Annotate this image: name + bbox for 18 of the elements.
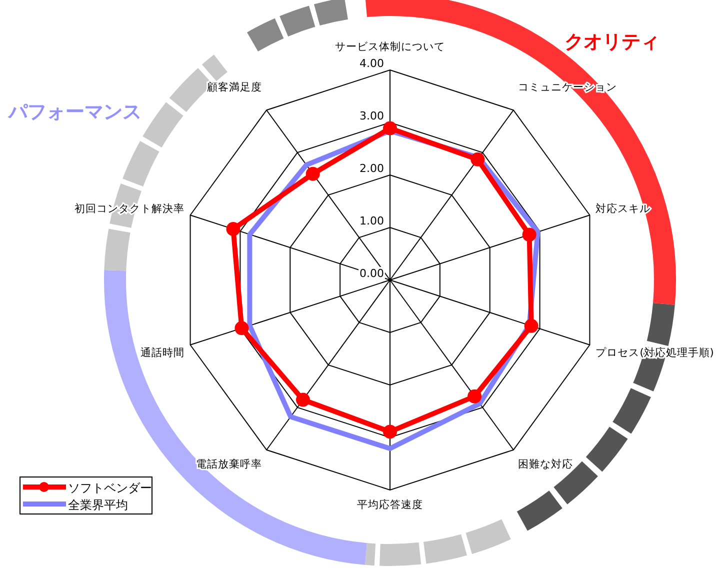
y-tick-label: 3.00 (360, 110, 384, 122)
y-tick-label: 1.00 (360, 214, 384, 228)
y-tick-label: 2.00 (360, 162, 384, 175)
spoke-label: コミュニケーション (518, 82, 617, 94)
spoke-label: 初回コンタクト解決率 (74, 202, 184, 215)
text: クオリティ (564, 31, 660, 53)
spoke-label: 平均応答速度 (357, 498, 423, 512)
spoke-label: 通話時間 (140, 346, 184, 360)
y-tick-label: 4.00 (360, 57, 384, 70)
legend-label: ソフトベンダー (68, 481, 152, 495)
spoke-label: プロセス(対応処理手順) (596, 346, 714, 360)
y-tick-label: 0.00 (360, 267, 384, 280)
text: パフォーマンス (8, 101, 142, 123)
spoke-label: 顧客満足度 (207, 80, 262, 94)
spoke-label: サービス体制について (335, 40, 445, 53)
spoke-label: 困難な対応 (518, 457, 573, 470)
legend-label: 全業界平均 (68, 498, 128, 512)
spoke-label: 電話放棄呼率 (196, 457, 262, 470)
